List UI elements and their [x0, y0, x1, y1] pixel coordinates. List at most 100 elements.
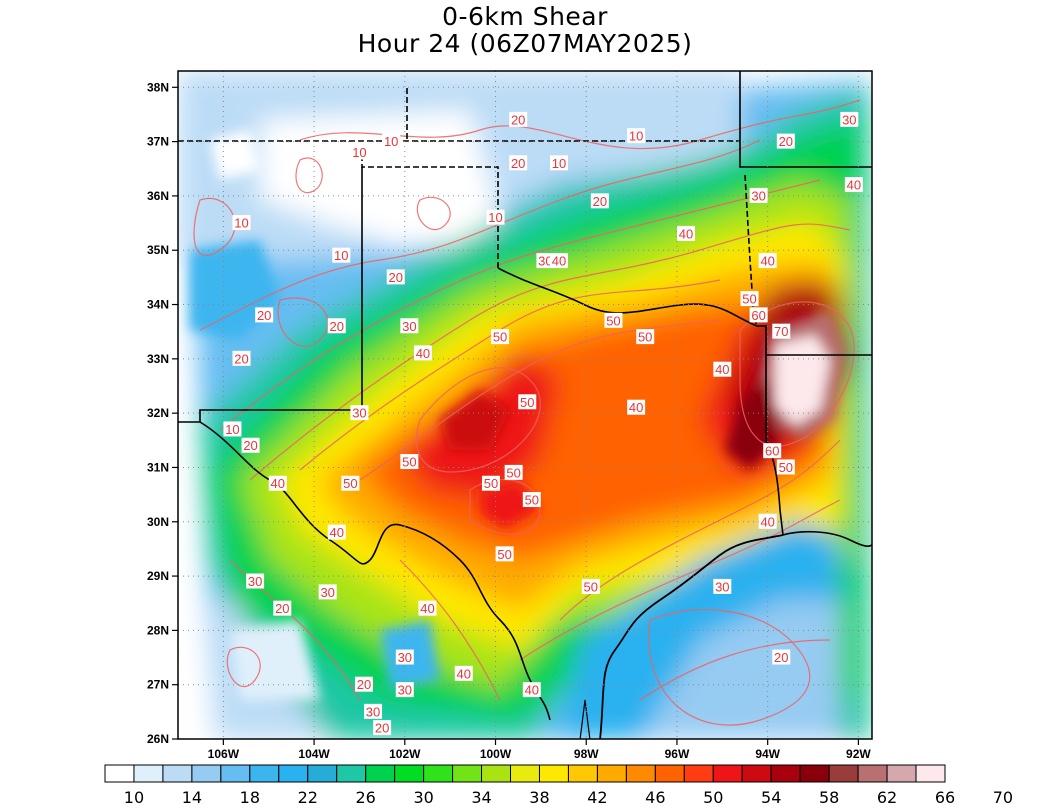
contour-label: 10	[232, 215, 251, 231]
colorbar-label: 30	[413, 788, 433, 807]
contour-label: 20	[509, 155, 528, 171]
colorbar-label: 66	[935, 788, 955, 807]
contour-label: 20	[255, 307, 274, 323]
contour-label-text: 40	[847, 178, 861, 193]
contour-label: 40	[713, 361, 732, 377]
contour-label-text: 30	[352, 406, 366, 421]
colorbar-swatch	[886, 764, 917, 783]
colorbar-swatch	[307, 764, 338, 783]
contour-label-text: 40	[457, 666, 471, 681]
colorbar-swatch	[278, 764, 309, 783]
contour-label: 30	[713, 578, 732, 594]
contour-label-text: 20	[257, 308, 271, 323]
contour-label-text: 30	[538, 254, 552, 269]
contour-label-text: 30	[366, 704, 380, 719]
contour-label: 50	[504, 464, 523, 480]
contour-label-text: 20	[511, 156, 525, 171]
contour-label-text: 30	[751, 188, 765, 203]
colorbar-label: 42	[587, 788, 607, 807]
colorbar-swatch	[770, 764, 801, 783]
contour-label: 40	[454, 665, 473, 681]
lat-tick-label: 36N	[147, 189, 169, 203]
colorbar-swatch	[249, 764, 280, 783]
contour-label: 10	[550, 155, 569, 171]
colorbar-swatch	[133, 764, 164, 783]
colorbar-label: 70	[993, 788, 1013, 807]
lat-tick-label: 32N	[147, 406, 169, 420]
lon-tick-label: 104W	[298, 747, 330, 761]
contour-label-text: 30	[248, 574, 262, 589]
colorbar-swatch	[191, 764, 222, 783]
contour-label-text: 20	[243, 438, 257, 453]
contour-label: 50	[495, 546, 514, 562]
contour-lines	[193, 99, 861, 726]
colorbar-swatch	[654, 764, 685, 783]
lat-tick-label: 37N	[147, 135, 169, 149]
chart-subtitle: Hour 24 (06Z07MAY2025)	[357, 29, 693, 58]
colorbar-swatch	[423, 764, 454, 783]
colorbar-swatch	[683, 764, 714, 783]
colorbar-swatch	[452, 764, 483, 783]
contour-label: 30	[318, 584, 337, 600]
colorbar-swatch	[162, 764, 193, 783]
map-frame	[177, 70, 873, 740]
lat-tick-label: 28N	[147, 623, 169, 637]
contour-label-text: 10	[352, 145, 366, 160]
colorbar-swatch	[538, 764, 569, 783]
colorbar-label: 18	[240, 788, 260, 807]
colorbar: 10 14 18 22 26 30 34 38 42 46 50 54 58 62 66 70	[104, 764, 1013, 807]
lat-tick-label: 31N	[147, 460, 169, 474]
contour-label-text: 40	[679, 226, 693, 241]
lon-tick-label: 100W	[480, 747, 512, 761]
contour-label-text: 50	[493, 330, 507, 345]
colorbar-swatch	[596, 764, 627, 783]
contour-label-text: 50	[520, 395, 534, 410]
colorbar-swatch	[857, 764, 888, 783]
lon-tick-label: 106W	[208, 747, 240, 761]
contour-label-text: 40	[552, 254, 566, 269]
contour-label: 10	[486, 209, 505, 225]
colorbar-swatch	[336, 764, 367, 783]
contour-label-text: 20	[330, 319, 344, 334]
contour-label: 30	[246, 573, 265, 589]
contour-label: 20	[273, 600, 292, 616]
contour-label-text: 10	[629, 129, 643, 144]
contour-label: 20	[776, 133, 795, 149]
contour-label: 10	[627, 128, 646, 144]
contour-label-text: 50	[343, 476, 357, 491]
contour-label: 50	[776, 459, 795, 475]
contour-label: 40	[418, 600, 437, 616]
contour-label: 30	[840, 111, 859, 127]
contour-label: 50	[518, 394, 537, 410]
colorbar-label: 38	[529, 788, 549, 807]
contour-label: 30	[350, 405, 369, 421]
colorbar-label: 54	[761, 788, 781, 807]
contour-label-text: 60	[765, 444, 779, 459]
contour-label-text: 20	[593, 194, 607, 209]
contour-label: 40	[844, 177, 863, 193]
contour-label: 40	[758, 253, 777, 269]
lat-tick-label: 30N	[147, 515, 169, 529]
colorbar-label: 58	[819, 788, 839, 807]
colorbar-swatch	[828, 764, 859, 783]
contour-label-text: 40	[760, 254, 774, 269]
contour-label-text: 20	[388, 270, 402, 285]
contour-label-text: 40	[760, 514, 774, 529]
contour-label-text: 30	[402, 319, 416, 334]
contour-label-text: 10	[384, 134, 398, 149]
contour-label-text: 20	[774, 650, 788, 665]
contour-label: 20	[509, 111, 528, 127]
colorbar-swatch	[567, 764, 598, 783]
contour-label: 50	[481, 475, 500, 491]
lon-tick-label: 92W	[846, 747, 871, 761]
contour-label-text: 70	[774, 324, 788, 339]
contour-label: 40	[550, 253, 569, 269]
contour-label: 30	[400, 318, 419, 334]
colorbar-swatch	[394, 764, 425, 783]
contour-label: 50	[740, 291, 759, 307]
lat-tick-label: 27N	[147, 678, 169, 692]
lat-tick-label: 33N	[147, 352, 169, 366]
contour-label-text: 20	[375, 721, 389, 736]
contour-label-text: 10	[234, 216, 248, 231]
